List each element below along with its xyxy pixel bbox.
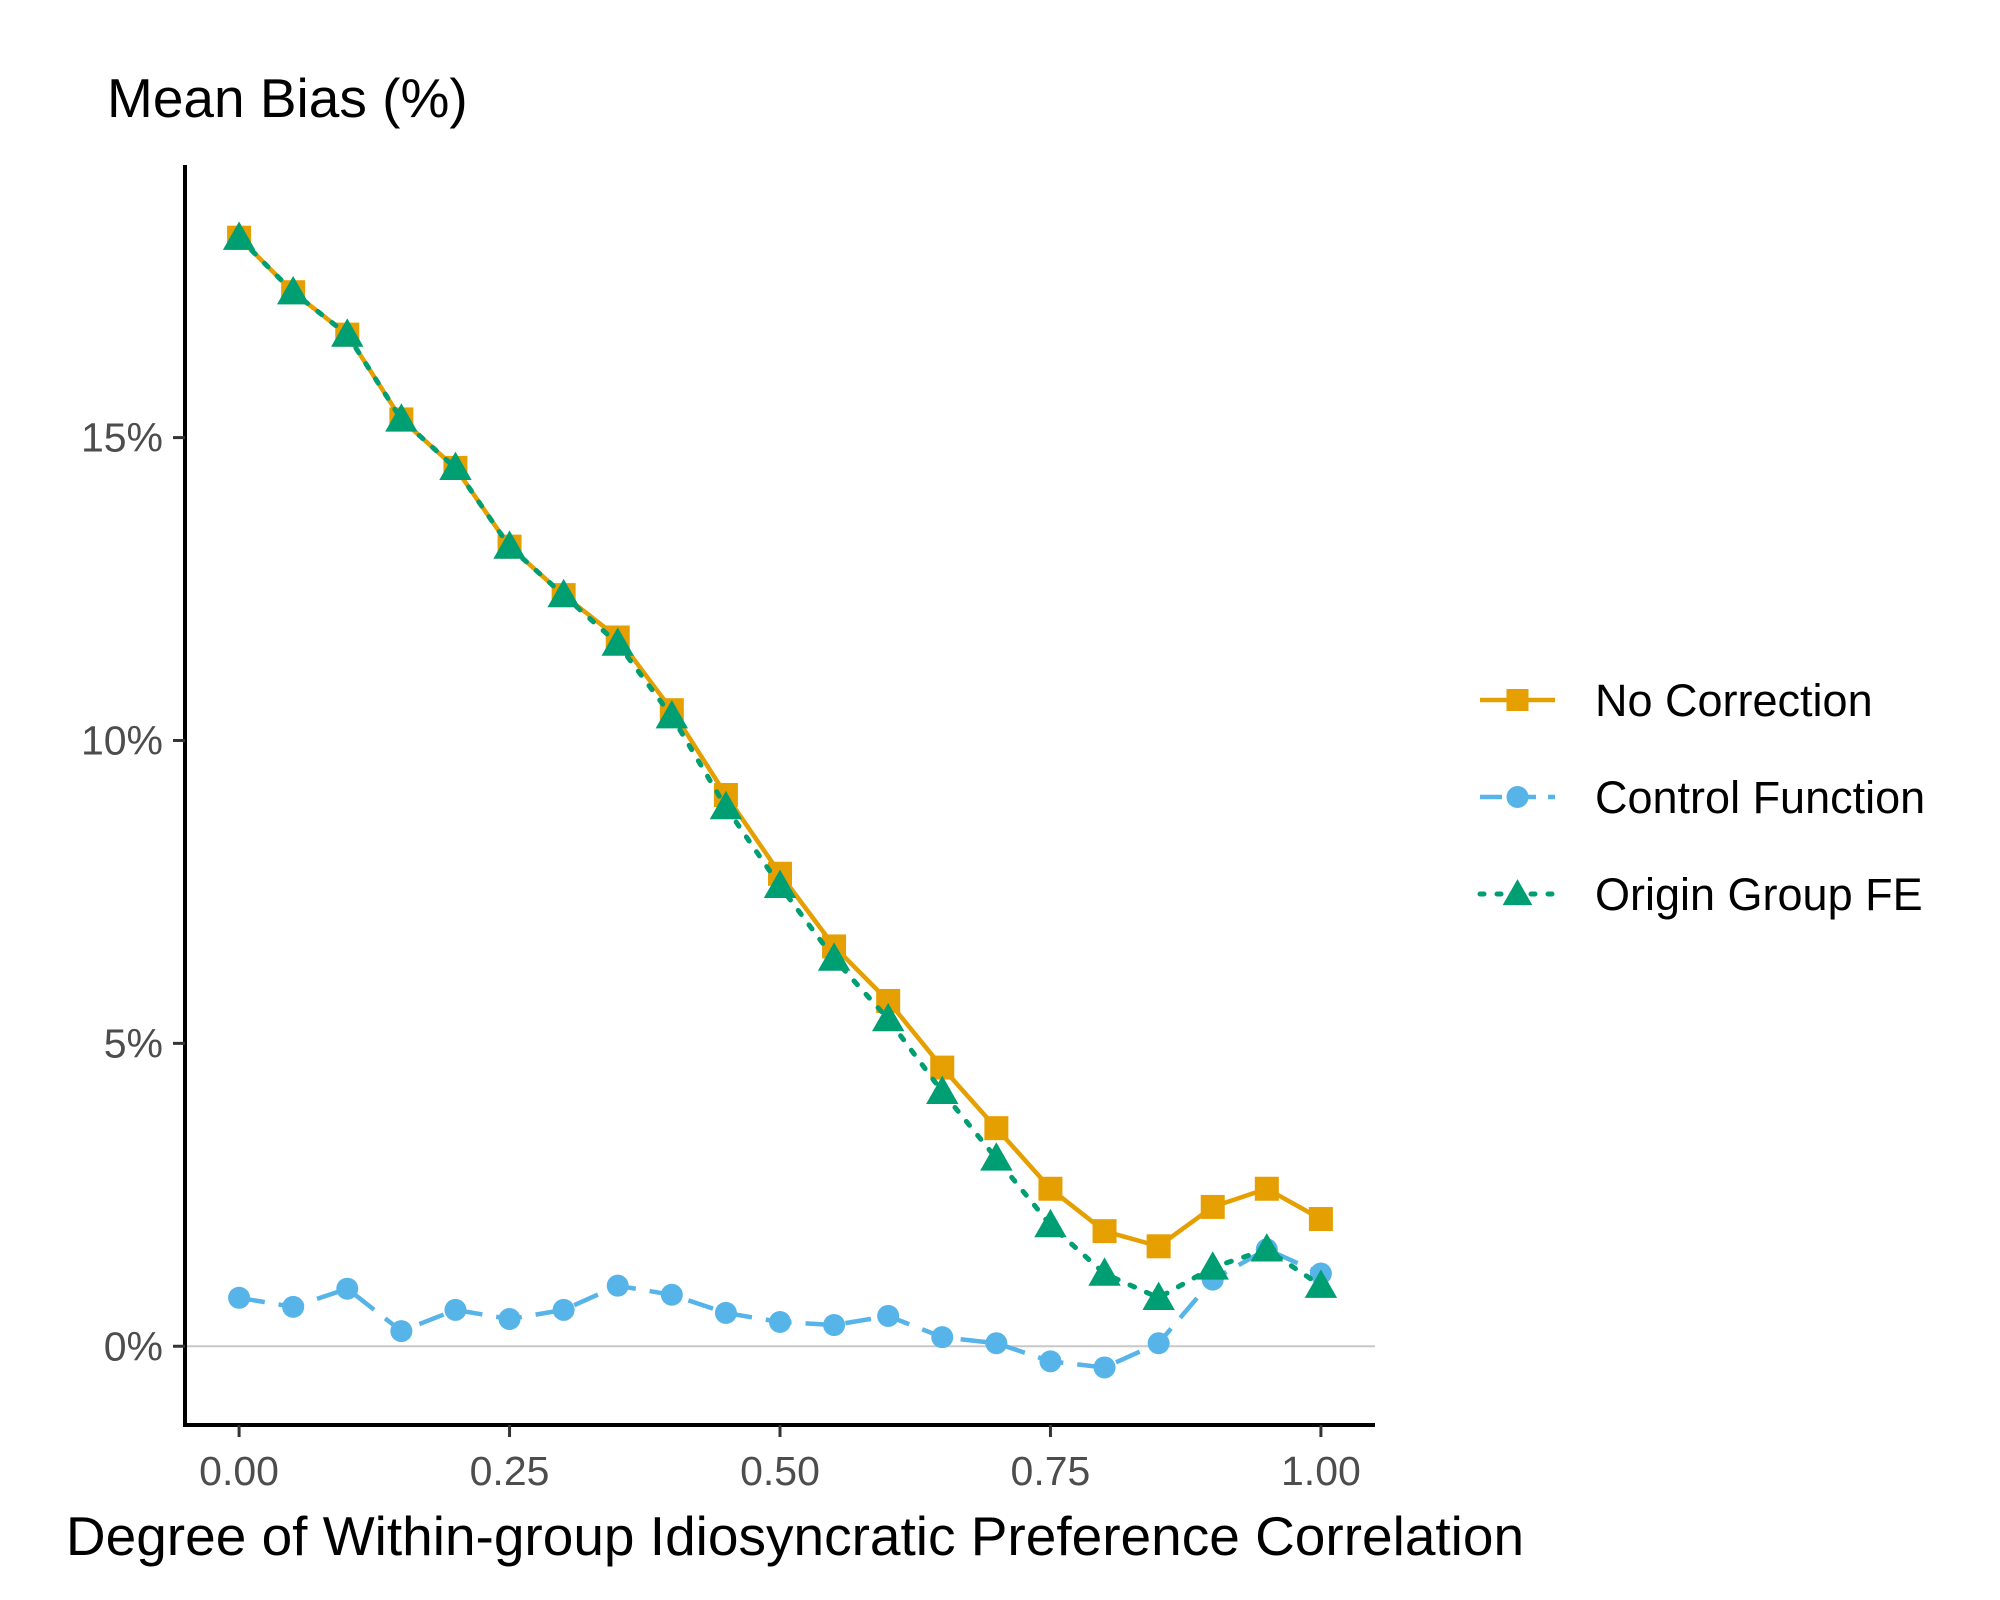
data-point [877,1304,900,1327]
data-point [1088,1257,1121,1286]
data-point [980,1142,1013,1171]
data-point [1039,1350,1062,1373]
y-tick-label: 15% [81,415,163,461]
legend-label: Origin Group FE [1595,869,1923,920]
legend-label: No Correction [1595,675,1873,726]
data-point [763,869,797,899]
x-tick-label: 0.00 [199,1448,279,1494]
data-point [493,530,526,559]
legend-entry: Origin Group FE [1477,869,1923,920]
x-tick-label: 0.25 [470,1448,550,1494]
data-point [606,1274,629,1297]
data-point [1200,1194,1225,1219]
data-point [871,1002,905,1032]
data-point [823,1314,846,1337]
data-point [547,578,580,608]
data-point [930,1055,955,1080]
data-point [498,1307,521,1330]
series-no-correction [227,225,1333,1259]
x-tick-label: 1.00 [1281,1448,1361,1494]
data-point [1038,1176,1063,1201]
legend-marker [1506,689,1529,711]
y-tick-label: 10% [81,717,163,763]
data-point [817,942,851,971]
series-origin-group-fe [222,221,1338,1310]
series-line [236,235,1324,1301]
data-point [439,451,472,481]
legend-label: Control Function [1595,772,1925,823]
data-point [1308,1207,1333,1232]
data-point [1196,1251,1229,1280]
plot-area: 0% 5% 10% 15% 0.00 0.25 0.50 0.75 1.00 [81,165,1375,1494]
data-point [331,318,364,347]
data-point [660,1283,683,1306]
data-point [385,403,418,432]
chart-title: Mean Bias (%) [107,67,468,129]
data-point [714,1301,737,1324]
data-point [222,221,256,250]
data-point [1142,1281,1175,1310]
data-point [552,1298,575,1321]
data-point [276,276,310,305]
data-point [1147,1332,1170,1355]
x-axis-label: Degree of Within-group Idiosyncratic Pre… [66,1505,1524,1567]
data-point [1093,1356,1116,1379]
data-point [282,1295,305,1318]
data-point [931,1326,954,1349]
data-point [390,1320,413,1343]
data-point [1146,1234,1171,1259]
legend-marker [1502,879,1533,906]
data-point [1250,1233,1284,1262]
data-point [1034,1208,1067,1238]
data-point [1254,1176,1279,1201]
data-point [769,1311,791,1334]
data-point [985,1332,1008,1355]
data-point [601,627,634,656]
y-tick-label: 0% [104,1323,163,1369]
data-point [984,1116,1009,1141]
data-point [1304,1269,1338,1298]
data-point [336,1277,359,1300]
data-point [228,1286,251,1309]
x-tick-label: 0.50 [740,1448,820,1494]
legend-entry: No Correction [1480,675,1873,726]
legend-marker [1506,786,1529,808]
data-point [709,790,743,820]
data-point [655,700,689,729]
data-point [444,1298,467,1321]
legend: No Correction Control Function Origin Grou… [1477,675,1925,920]
legend-entry: Control Function [1480,772,1925,823]
series-line [237,236,1322,1249]
data-point [1092,1219,1117,1244]
series-control-function [228,1238,1332,1379]
data-point [926,1075,959,1104]
y-tick-label: 5% [104,1020,163,1066]
x-tick-label: 0.75 [1011,1448,1091,1494]
